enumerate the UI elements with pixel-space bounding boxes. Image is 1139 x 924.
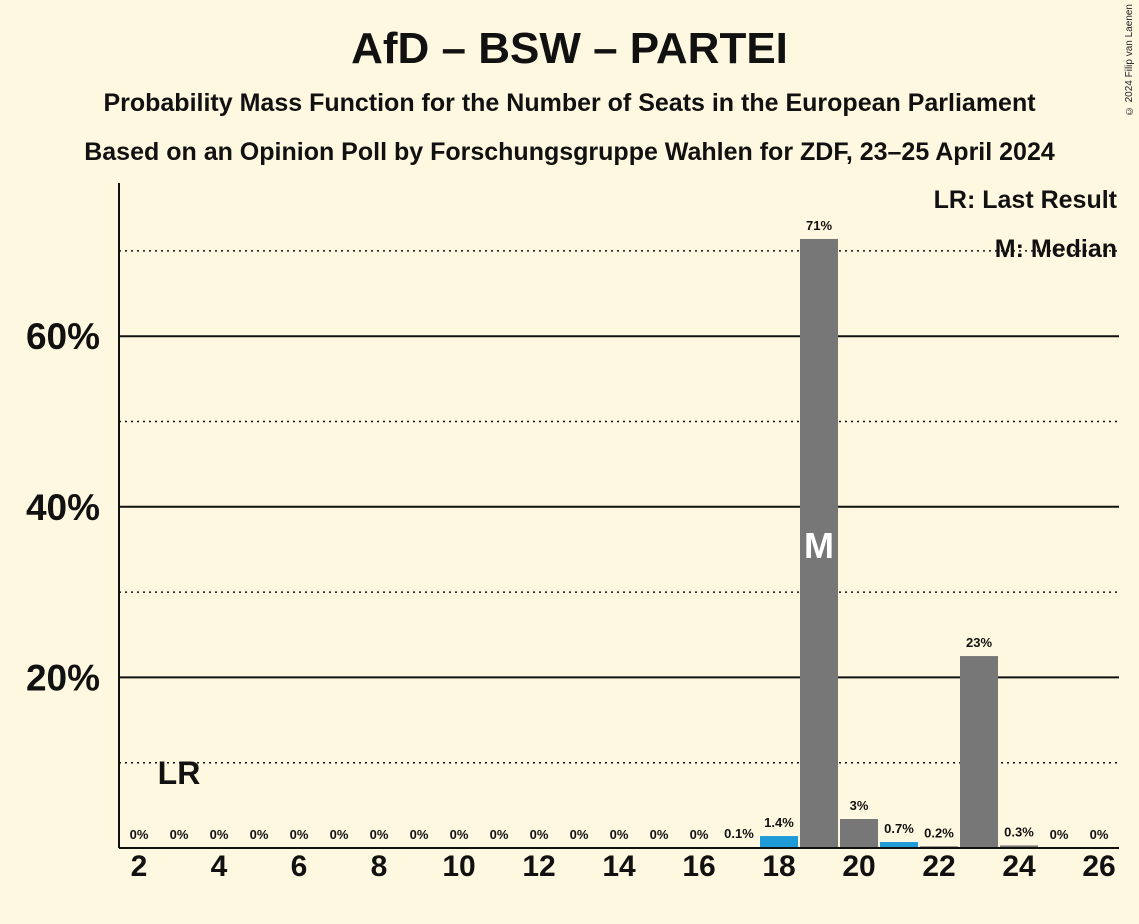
x-tick-label: 6 — [291, 850, 308, 883]
chart-title: AfD – BSW – PARTEI — [351, 24, 788, 73]
y-tick-label: 60% — [26, 316, 100, 357]
chart-subtitle-pmf: Probability Mass Function for the Number… — [103, 89, 1036, 117]
x-tick-label: 22 — [922, 850, 955, 883]
x-tick-label: 4 — [211, 850, 228, 883]
bar-value-label: 0.3% — [1004, 824, 1034, 839]
bar-seat-24 — [1000, 845, 1038, 848]
median-marker: M — [804, 525, 834, 566]
bar-labels: 0% 0% 0% 0% 0% 0% 0% 0% 0% 0% 0% 0% 0% 0% 0% 0.1% 1.4% 71… — [130, 218, 1109, 842]
bar-value-label: 0% — [410, 827, 429, 842]
bar-value-label: 0.2% — [924, 825, 954, 840]
bar-value-label: 3% — [850, 798, 869, 813]
bar-value-label: 1.4% — [764, 815, 794, 830]
x-tick-label: 24 — [1002, 850, 1036, 883]
bar-value-label: 0% — [690, 827, 709, 842]
bar-value-label: 0.1% — [724, 826, 754, 841]
x-tick-label: 8 — [371, 850, 388, 883]
bar-value-label: 0% — [330, 827, 349, 842]
x-tick-label: 2 — [131, 850, 148, 883]
bar-value-label: 0% — [490, 827, 509, 842]
bar-value-label: 0% — [210, 827, 229, 842]
bar-value-label: 23% — [966, 635, 992, 650]
bar-value-label: 0% — [290, 827, 309, 842]
gridlines — [119, 250, 1119, 764]
x-tick-label: 12 — [522, 850, 555, 883]
bar-value-label: 0% — [450, 827, 469, 842]
y-tick-label: 20% — [26, 657, 100, 698]
legend-last-result: LR: Last Result — [933, 186, 1117, 214]
bar-value-label: 0% — [1090, 827, 1109, 842]
chart-subtitle-poll: Based on an Opinion Poll by Forschungsgr… — [84, 138, 1055, 166]
bar-value-label: 0% — [1050, 827, 1069, 842]
bar-value-label: 0.7% — [884, 821, 914, 836]
bar-seat-19 — [800, 238, 838, 848]
bar-value-label: 0% — [370, 827, 389, 842]
bar-value-label: 0% — [250, 827, 269, 842]
bar-value-label: 0% — [170, 827, 189, 842]
x-tick-label: 14 — [602, 850, 636, 883]
last-result-marker: LR — [158, 755, 201, 791]
bar-seat-21 — [880, 842, 918, 848]
x-tick-label: 16 — [682, 850, 715, 883]
x-tick-label: 20 — [842, 850, 875, 883]
x-tick-label: 10 — [442, 850, 475, 883]
bar-value-label: 71% — [806, 218, 832, 233]
x-tick-label: 26 — [1082, 850, 1115, 883]
axes: 20%40%60%2 4 6 8 10 12 14 16 18 20 22 24 26 — [26, 183, 1119, 883]
bar-value-label: 0% — [570, 827, 589, 842]
bar-seat-23 — [960, 656, 998, 848]
bar-seat-18 — [760, 836, 798, 848]
y-tick-label: 40% — [26, 487, 100, 528]
x-tick-label: 18 — [762, 850, 795, 883]
legend-median: M: Median — [994, 235, 1117, 263]
bar-seat-20 — [840, 818, 878, 848]
bar-value-label: 0% — [610, 827, 629, 842]
bar-value-label: 0% — [650, 827, 669, 842]
bar-value-label: 0% — [130, 827, 149, 842]
bars — [720, 238, 1038, 848]
bar-value-label: 0% — [530, 827, 549, 842]
